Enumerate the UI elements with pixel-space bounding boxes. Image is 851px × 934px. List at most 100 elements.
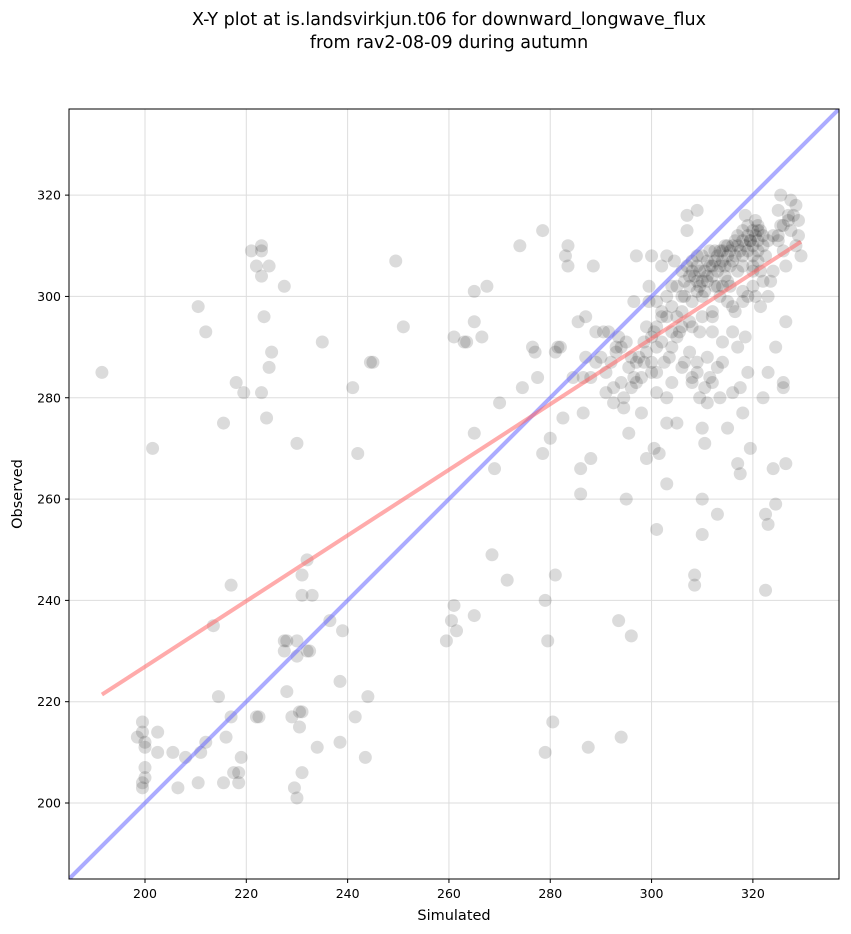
data-point xyxy=(211,690,225,704)
data-point xyxy=(513,239,527,253)
data-point xyxy=(277,644,291,658)
data-point xyxy=(723,244,737,258)
data-point xyxy=(705,259,719,273)
data-point xyxy=(619,492,633,506)
data-point xyxy=(746,224,760,238)
x-tick-label: 220 xyxy=(234,886,258,901)
data-point xyxy=(695,274,709,288)
data-point xyxy=(467,284,481,298)
data-point xyxy=(743,441,757,455)
data-point xyxy=(538,745,552,759)
data-point xyxy=(695,310,709,324)
data-point xyxy=(627,370,641,384)
data-point xyxy=(660,477,674,491)
data-point xyxy=(640,320,653,334)
data-point xyxy=(574,462,588,476)
data-point xyxy=(721,274,735,288)
data-point xyxy=(609,345,623,359)
x-axis-label: Simulated xyxy=(417,908,490,924)
data-point xyxy=(444,614,458,628)
data-point xyxy=(531,370,545,384)
data-point xyxy=(614,730,628,744)
data-point xyxy=(637,355,651,369)
data-point xyxy=(710,249,724,263)
data-point xyxy=(561,239,575,253)
data-point xyxy=(688,578,702,592)
data-point xyxy=(705,305,719,319)
data-point xyxy=(741,229,755,243)
data-point xyxy=(255,269,268,283)
data-point xyxy=(612,614,626,628)
data-point xyxy=(683,279,697,293)
data-point xyxy=(693,279,707,293)
data-point xyxy=(685,295,699,308)
data-point xyxy=(791,213,805,227)
data-point xyxy=(599,386,613,400)
data-point xyxy=(781,213,795,227)
data-point xyxy=(581,740,595,754)
x-tick-label: 280 xyxy=(538,886,562,901)
data-point xyxy=(710,507,724,521)
data-point xyxy=(675,320,689,334)
data-point xyxy=(650,365,664,379)
data-point xyxy=(698,264,712,278)
data-point xyxy=(748,229,762,243)
data-point xyxy=(726,239,740,253)
data-point xyxy=(485,548,499,562)
data-point xyxy=(135,776,149,790)
data-point xyxy=(688,269,702,283)
data-point xyxy=(439,634,453,648)
data-point xyxy=(586,259,600,273)
data-point xyxy=(292,720,306,734)
data-point xyxy=(741,365,755,379)
data-point xyxy=(703,244,717,258)
data-point xyxy=(700,254,714,268)
data-point xyxy=(561,259,575,273)
data-point xyxy=(450,624,464,638)
data-point xyxy=(708,279,722,293)
data-point xyxy=(249,710,263,724)
data-point xyxy=(713,244,727,258)
data-point xyxy=(227,766,241,780)
data-point xyxy=(351,446,365,460)
data-point xyxy=(715,254,729,268)
data-point xyxy=(784,224,798,238)
data-point xyxy=(766,462,780,476)
data-point xyxy=(705,376,719,390)
data-point xyxy=(645,249,659,263)
data-point xyxy=(660,416,674,430)
data-point xyxy=(728,305,742,319)
data-point xyxy=(700,274,714,288)
data-point xyxy=(683,345,697,359)
data-point xyxy=(290,436,304,450)
data-point xyxy=(622,426,636,440)
data-point xyxy=(528,345,542,359)
data-point xyxy=(650,386,664,400)
y-tick-label: 240 xyxy=(37,593,61,608)
data-point xyxy=(680,208,694,222)
data-point xyxy=(710,360,724,374)
data-point xyxy=(622,360,636,374)
data-point xyxy=(776,376,790,390)
data-point xyxy=(731,340,745,354)
data-point xyxy=(219,730,233,744)
data-point xyxy=(738,208,752,222)
data-point xyxy=(333,735,347,749)
data-point xyxy=(584,452,598,466)
data-point xyxy=(541,634,555,648)
data-point xyxy=(171,781,185,795)
data-point xyxy=(675,360,689,374)
data-point xyxy=(280,634,294,648)
chart-title: X-Y plot at is.landsvirkjun.t06 for down… xyxy=(192,10,706,30)
reference-lines xyxy=(69,109,839,879)
y-tick-label: 300 xyxy=(37,289,61,304)
data-point xyxy=(315,335,329,349)
data-point xyxy=(660,310,674,324)
data-point xyxy=(713,391,727,405)
data-point xyxy=(726,300,740,314)
data-point xyxy=(217,776,231,790)
data-point xyxy=(363,355,377,369)
data-point xyxy=(769,497,783,511)
data-point xyxy=(295,705,309,719)
data-point xyxy=(759,507,773,521)
